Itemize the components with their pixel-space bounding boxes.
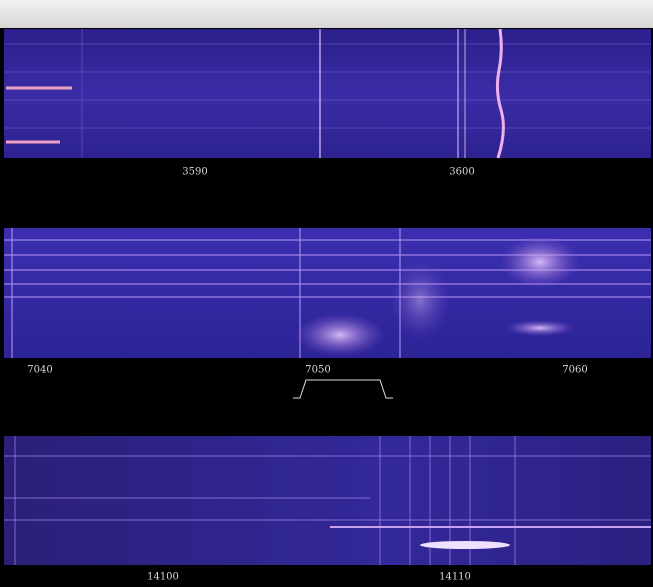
signal-burst — [500, 236, 580, 288]
waterfall-window: 3590 3600 7040 7050 7060 — [0, 0, 653, 587]
frequency-label: 7040 — [27, 365, 52, 376]
frequency-label: 7050 — [305, 365, 330, 376]
frequency-label: 3590 — [182, 167, 207, 178]
waterfall-panel: 3590 3600 — [4, 29, 651, 178]
spectrogram — [4, 29, 651, 158]
signal-burst — [295, 313, 385, 357]
page: {"panels": [ {"labels": ["3590", "3600"]… — [0, 0, 653, 587]
frequency-label: 7060 — [562, 365, 587, 376]
frequency-label: 14100 — [147, 572, 179, 583]
waterfall-panel: 14100 14110 — [4, 436, 651, 583]
signal-burst — [390, 260, 450, 340]
signal-burst — [505, 320, 575, 336]
frequency-label: 14110 — [439, 572, 471, 583]
title-bar — [0, 0, 653, 28]
frequency-label: 3600 — [449, 167, 474, 178]
signal-burst — [420, 541, 510, 549]
